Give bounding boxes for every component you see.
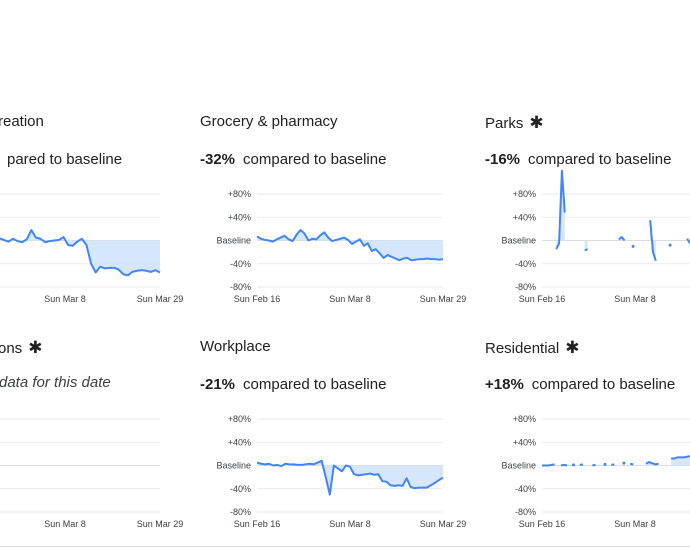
series-area bbox=[0, 230, 160, 276]
series-line bbox=[542, 463, 555, 467]
no-data-text: data for this date bbox=[0, 374, 111, 391]
series-area bbox=[584, 240, 588, 251]
x-tick-label: Sun Feb 16 bbox=[519, 294, 566, 304]
y-tick-label: -80% bbox=[515, 507, 536, 517]
series-area bbox=[257, 460, 443, 495]
summary-text: compared to baseline bbox=[531, 376, 676, 393]
series-line bbox=[555, 169, 566, 250]
y-tick-label: -40% bbox=[515, 259, 536, 269]
x-tick-label: Sun Feb 16 bbox=[519, 519, 566, 529]
panel-summary: data for this date bbox=[0, 374, 111, 391]
series-line bbox=[584, 248, 588, 252]
title-text: Residential bbox=[485, 340, 560, 357]
asterisk-icon[interactable]: ✱ bbox=[529, 113, 544, 132]
x-tick-label: Sun Feb 16 bbox=[234, 519, 281, 529]
y-tick-label: +40% bbox=[513, 212, 536, 222]
series-line bbox=[611, 463, 615, 466]
y-tick-label: +40% bbox=[228, 212, 251, 222]
x-tick-label: Sun Mar 29 bbox=[420, 294, 467, 304]
percent-change: -32% bbox=[200, 151, 236, 168]
y-tick-label: +80% bbox=[228, 414, 251, 424]
chart-grocery: +80% +40% Baseline -40% -80% Sun Feb 16 Sun Ma… bbox=[216, 189, 467, 304]
chart-parks: +80% +40% Baseline -40% -80% Sun Feb 16 Sun Ma… bbox=[501, 169, 690, 304]
y-tick-label: Baseline bbox=[216, 236, 251, 246]
bottom-divider bbox=[0, 546, 690, 547]
y-tick-label: Baseline bbox=[501, 236, 536, 246]
percent-change: -21% bbox=[200, 376, 236, 393]
series-line bbox=[629, 462, 634, 466]
y-tick-label: -40% bbox=[515, 484, 536, 494]
y-tick-label: +80% bbox=[228, 189, 251, 199]
y-tick-label: Baseline bbox=[501, 461, 536, 471]
asterisk-icon[interactable]: ✱ bbox=[565, 338, 580, 357]
y-tick-label: +40% bbox=[513, 437, 536, 447]
panel-title: Parks ✱ bbox=[485, 113, 544, 133]
panel-title: Grocery & pharmacy bbox=[200, 113, 338, 130]
y-tick-label: +40% bbox=[228, 437, 251, 447]
summary-text: compared to baseline bbox=[528, 151, 672, 168]
y-tick-label: -40% bbox=[230, 259, 251, 269]
data-point bbox=[603, 462, 607, 466]
summary-text: compared to baseline bbox=[243, 376, 387, 393]
asterisk-icon[interactable]: ✱ bbox=[28, 338, 43, 357]
x-tick-label: Sun Mar 29 bbox=[420, 519, 467, 529]
data-point bbox=[571, 463, 575, 467]
chart-residential: +80% +40% Baseline -40% -80% Sun Feb 16 Sun Ma… bbox=[501, 414, 690, 529]
title-text: Parks bbox=[485, 115, 524, 132]
panel-title: Residential ✱ bbox=[485, 338, 579, 358]
series-line bbox=[560, 463, 568, 467]
panel-summary: -32% compared to baseline bbox=[200, 151, 386, 168]
series-line bbox=[645, 461, 659, 466]
panel-title: Workplace bbox=[200, 338, 271, 355]
panel-title: ons ✱ bbox=[0, 338, 42, 358]
y-tick-label: Baseline bbox=[216, 461, 251, 471]
y-tick-label: -80% bbox=[515, 282, 536, 292]
y-tick-label: +80% bbox=[513, 189, 536, 199]
y-tick-label: -40% bbox=[230, 484, 251, 494]
series-line bbox=[592, 463, 596, 467]
percent-change: +18% bbox=[485, 376, 524, 393]
data-point bbox=[622, 461, 626, 465]
x-tick-label: Sun Mar 29 bbox=[137, 519, 184, 529]
x-tick-label: Sun Mar 8 bbox=[614, 519, 656, 529]
x-tick-label: Sun Mar 8 bbox=[329, 294, 371, 304]
panel-summary: pared to baseline bbox=[0, 151, 122, 168]
x-tick-label: Sun Feb 16 bbox=[234, 294, 281, 304]
chart-transit: Sun Mar 8 Sun Mar 29 bbox=[0, 418, 184, 529]
data-point bbox=[631, 244, 635, 248]
title-text: ons bbox=[0, 340, 23, 357]
series-line bbox=[0, 229, 161, 277]
percent-change: -16% bbox=[485, 151, 521, 168]
x-tick-label: Sun Mar 8 bbox=[329, 519, 371, 529]
x-tick-label: Sun Mar 8 bbox=[44, 294, 86, 304]
summary-text: pared to baseline bbox=[7, 151, 123, 168]
series-line bbox=[256, 229, 444, 262]
series-line bbox=[256, 459, 444, 496]
series-line bbox=[579, 463, 584, 466]
series-line bbox=[618, 236, 626, 242]
y-tick-label: +80% bbox=[513, 414, 536, 424]
x-tick-label: Sun Mar 29 bbox=[137, 294, 184, 304]
panel-summary: -16% compared to baseline bbox=[485, 151, 671, 168]
series-line bbox=[649, 220, 657, 262]
panel-summary: +18% compared to baseline bbox=[485, 376, 675, 393]
data-point bbox=[668, 243, 672, 247]
chart-workplace: +80% +40% Baseline -40% -80% Sun Feb 16 Sun Ma… bbox=[216, 414, 467, 529]
chart-retail: Sun Mar 8 Sun Mar 29 bbox=[0, 193, 184, 304]
summary-text: compared to baseline bbox=[243, 151, 387, 168]
x-tick-label: Sun Mar 8 bbox=[614, 294, 656, 304]
y-tick-label: -80% bbox=[230, 507, 251, 517]
panel-title: reation bbox=[0, 113, 44, 130]
x-tick-label: Sun Mar 8 bbox=[44, 519, 86, 529]
series-area bbox=[650, 220, 656, 261]
series-area bbox=[257, 230, 443, 261]
series-line bbox=[671, 455, 690, 460]
panel-summary: -21% compared to baseline bbox=[200, 376, 386, 393]
y-tick-label: -80% bbox=[230, 282, 251, 292]
